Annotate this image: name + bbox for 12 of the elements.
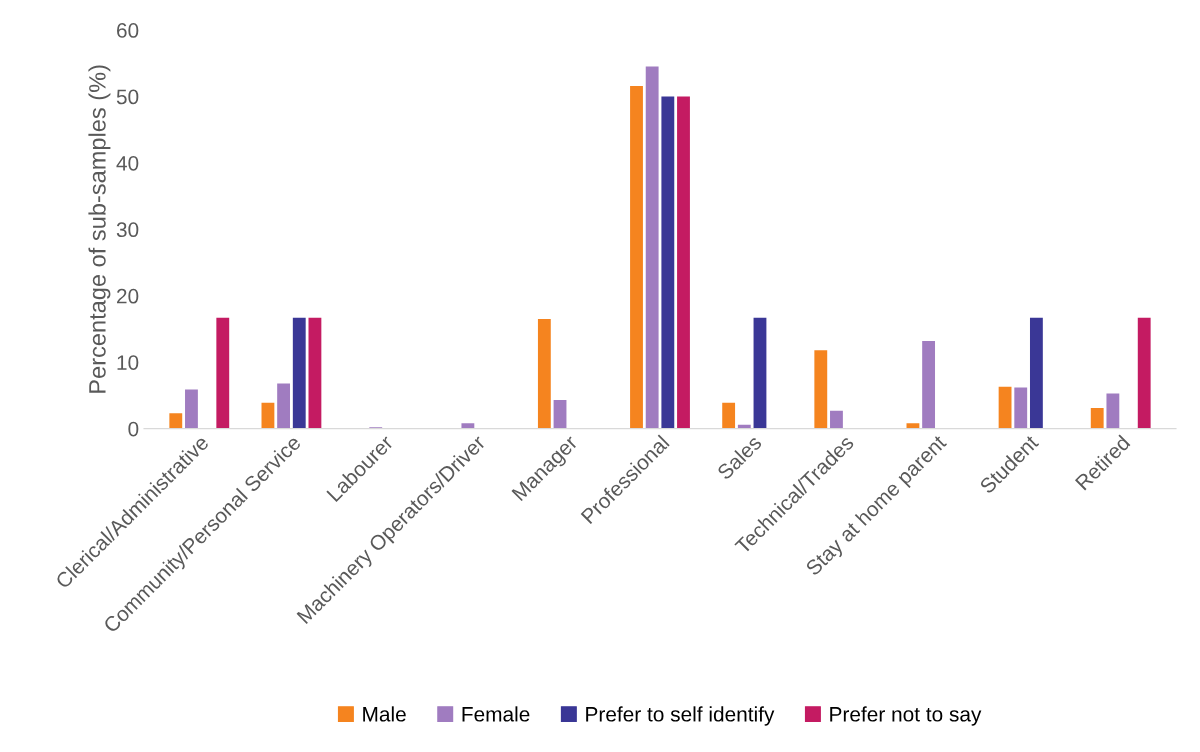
y-tick-label: 0 — [128, 421, 139, 437]
legend-label: Prefer not to say — [830, 706, 982, 726]
y-tick-label: 50 — [116, 89, 139, 105]
y-axis-title: Percentage of sub-samples (%) — [88, 65, 111, 393]
y-tick-label: 40 — [116, 155, 139, 171]
y-tick-label: 20 — [117, 288, 139, 304]
legend-label: Female — [462, 706, 530, 722]
legend-label: Male — [363, 706, 406, 722]
y-tick-label: 10 — [117, 355, 139, 370]
legend-label: Prefer to self identify — [586, 706, 775, 726]
y-tick-label: 30 — [116, 222, 139, 238]
y-tick-label: 60 — [117, 23, 139, 38]
